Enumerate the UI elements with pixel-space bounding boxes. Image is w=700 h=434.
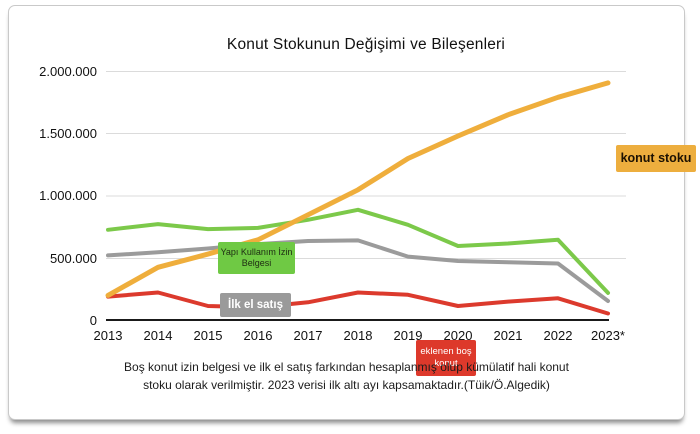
series-label-konut-stoku: konut stoku — [616, 145, 696, 172]
chart-footnote-line1: Boş konut izin belgesi ve ilk el satış f… — [124, 360, 569, 374]
x-tick-2023: 2023* — [591, 328, 625, 343]
series-label-yapi-kullanim-izin-belgesi: Yapı Kullanım İzin Belgesi — [218, 242, 295, 274]
series-label-ilk-el-satis: İlk el satış — [220, 293, 291, 317]
chart-card: Konut Stokunun Değişimi ve Bileşenleri 2… — [8, 5, 696, 420]
x-tick-2014: 2014 — [143, 328, 173, 343]
x-tick-2016: 2016 — [243, 328, 273, 343]
y-tick-0: 0 — [89, 313, 97, 328]
chart-footnote: Boş konut izin belgesi ve ilk el satış f… — [9, 358, 684, 394]
x-tick-2015: 2015 — [193, 328, 223, 343]
y-tick-500000: 500.000 — [50, 251, 97, 266]
y-tick-1000000: 1.000.000 — [39, 188, 97, 203]
plot-area: Yapı Kullanım İzin Belgesi İlk el satış … — [105, 71, 696, 376]
x-tick-2021: 2021 — [493, 328, 523, 343]
x-tick-2017: 2017 — [293, 328, 323, 343]
x-tick-2018: 2018 — [343, 328, 373, 343]
chart-line-i-lk-el-satis — [106, 238, 610, 303]
chart-line-eklenen-bos-konut — [106, 290, 610, 316]
x-tick-2013: 2013 — [93, 328, 123, 343]
chart-line-yapi-kullanim-i-zin-belgesi — [106, 207, 610, 295]
x-tick-2022: 2022 — [543, 328, 573, 343]
y-tick-1500000: 1.500.000 — [39, 126, 97, 141]
chart-title: Konut Stokunun Değişimi ve Bileşenleri — [226, 36, 506, 53]
series-label-eklenen-bos-konut: eklenen boş konut — [416, 340, 476, 376]
chart-footnote-line2: stoku olarak verilmiştir. 2023 verisi il… — [143, 378, 550, 392]
x-tick-2020: 2020 — [443, 328, 473, 343]
line-chart-canvas — [105, 71, 626, 321]
x-tick-2019: 2019 — [393, 328, 423, 343]
y-tick-2000000: 2.000.000 — [39, 64, 97, 79]
chart-line-konut-stoku — [105, 80, 611, 298]
